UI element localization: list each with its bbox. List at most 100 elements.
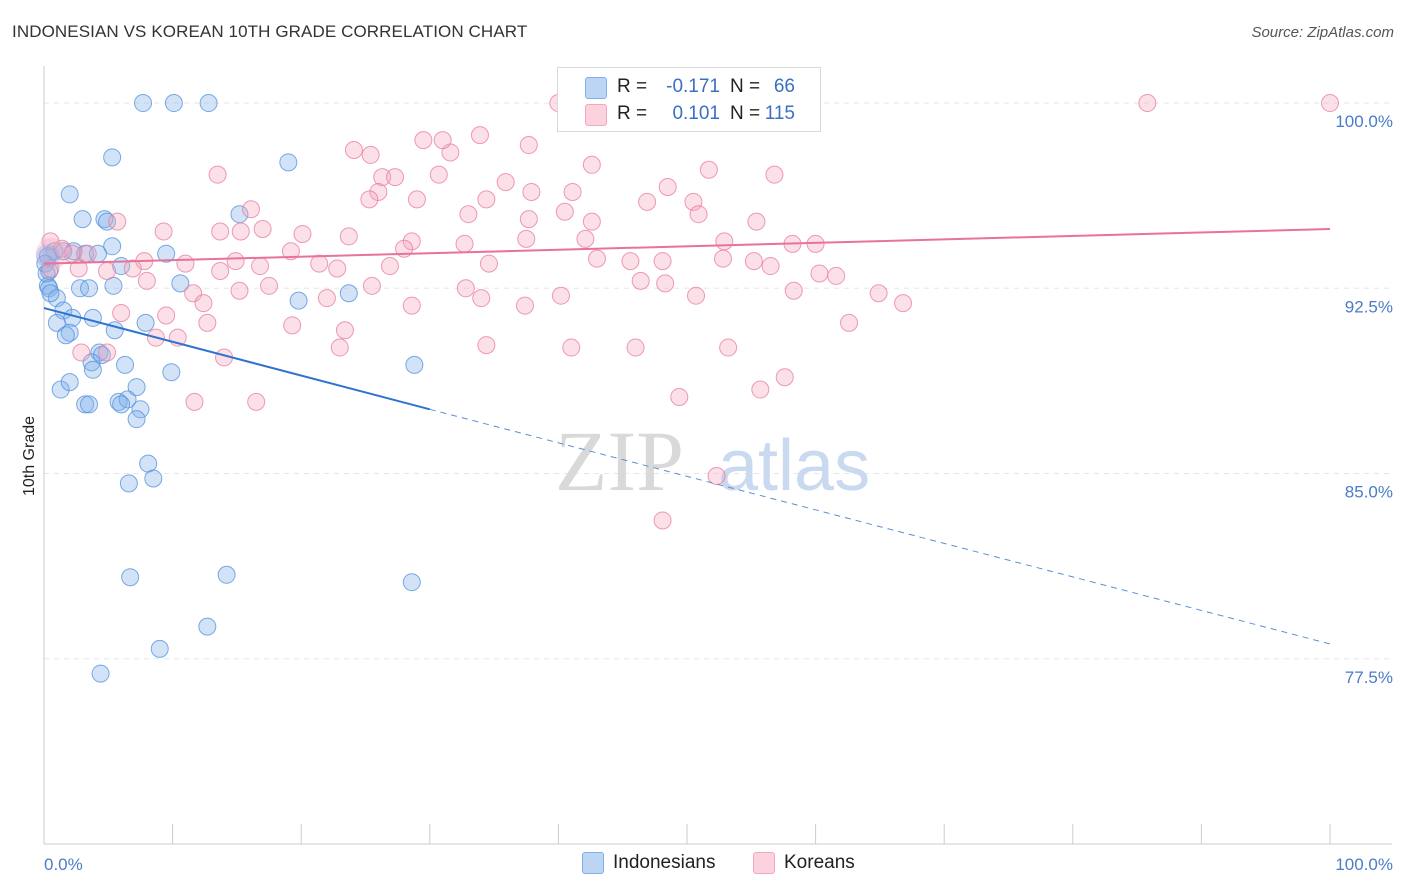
data-point	[522, 182, 541, 201]
x-tick-label: 0.0%	[44, 855, 83, 874]
data-point	[171, 274, 190, 293]
data-point	[208, 165, 227, 184]
data-point	[496, 173, 515, 192]
data-point	[108, 212, 127, 231]
data-point	[456, 279, 475, 298]
data-point	[459, 205, 478, 224]
data-point	[289, 291, 308, 310]
data-point	[80, 279, 99, 298]
data-point	[519, 136, 538, 155]
data-point	[80, 395, 99, 414]
data-point	[784, 281, 803, 300]
data-point	[827, 266, 846, 285]
legend-swatch-indonesians	[585, 77, 607, 99]
data-point	[72, 343, 91, 362]
trend-line-indonesians	[43, 307, 431, 411]
data-point	[699, 160, 718, 179]
axis-labels: 100.0% 92.5% 85.0% 77.5% 0.0% 100.0% 10th Grad…	[21, 112, 1393, 874]
legend-r-value: 0.101	[672, 103, 720, 124]
data-point	[621, 252, 640, 271]
data-point	[253, 220, 272, 239]
data-point	[112, 395, 131, 414]
data-point	[562, 338, 581, 357]
data-point	[519, 210, 538, 229]
data-point	[653, 511, 672, 530]
bottom-legend-swatch-indonesians	[582, 852, 604, 874]
data-point	[402, 232, 421, 251]
axes	[43, 66, 1392, 845]
watermark: ZIP atlas	[555, 413, 870, 509]
data-point	[41, 232, 60, 251]
data-point	[136, 313, 155, 332]
data-point	[689, 205, 708, 224]
data-point	[83, 360, 102, 379]
data-point	[53, 239, 72, 258]
data-point	[317, 289, 336, 308]
data-point	[582, 155, 601, 174]
data-point	[76, 395, 95, 414]
legend-n-value: 66	[773, 76, 795, 97]
data-point	[116, 355, 135, 374]
data-point	[157, 306, 176, 325]
data-point	[176, 254, 195, 273]
data-point	[293, 224, 312, 243]
data-point	[638, 192, 657, 211]
data-point	[134, 94, 153, 113]
y-tick-label: 77.5%	[1345, 668, 1393, 687]
y-axis-label: 10th Grade	[21, 416, 38, 496]
data-point	[563, 182, 582, 201]
data-point	[775, 368, 794, 387]
data-point	[707, 466, 726, 485]
data-point	[429, 165, 448, 184]
data-point	[103, 237, 122, 256]
trend-lines	[43, 228, 1331, 645]
data-point	[653, 252, 672, 271]
legend-n-value: 115	[764, 103, 795, 124]
y-tick-label: 100.0%	[1335, 112, 1393, 131]
data-point	[1138, 94, 1157, 113]
grid	[44, 102, 1392, 660]
data-point	[433, 131, 452, 150]
legend: R = -0.171 N = 66 R = 0.101 N = 115	[557, 67, 821, 132]
data-point	[328, 259, 347, 278]
data-point	[360, 190, 379, 209]
data-point	[517, 229, 536, 248]
data-point	[127, 410, 146, 429]
chart-source: Source: ZipAtlas.com	[1251, 24, 1394, 41]
data-point	[765, 165, 784, 184]
data-point	[123, 259, 142, 278]
data-point	[576, 229, 595, 248]
data-point	[402, 296, 421, 315]
data-point	[339, 284, 358, 303]
y-tick-label: 85.0%	[1345, 483, 1393, 502]
data-point	[747, 212, 766, 231]
data-point	[47, 313, 66, 332]
data-point	[477, 190, 496, 209]
data-point	[470, 126, 489, 145]
data-point	[582, 212, 601, 231]
data-point	[402, 573, 421, 592]
data-point	[71, 279, 90, 298]
legend-n-label: N =	[730, 103, 761, 124]
data-point	[154, 222, 173, 241]
legend-swatch-koreans	[585, 104, 607, 126]
data-point	[477, 336, 496, 355]
data-point	[1321, 94, 1339, 113]
data-point	[251, 257, 270, 276]
data-point	[631, 271, 650, 290]
data-point	[361, 145, 380, 164]
data-point	[103, 148, 122, 167]
bottom-legend-label-indonesians: Indonesians	[613, 852, 716, 873]
data-point	[98, 212, 117, 231]
data-point	[761, 257, 780, 276]
data-point	[587, 249, 606, 268]
data-point	[744, 252, 763, 271]
data-point	[472, 289, 491, 308]
data-point	[656, 274, 675, 293]
data-point	[69, 259, 88, 278]
data-point	[199, 94, 218, 113]
data-point	[479, 254, 498, 273]
legend-n-label: N =	[730, 76, 761, 97]
data-point	[714, 249, 733, 268]
data-point	[194, 294, 213, 313]
